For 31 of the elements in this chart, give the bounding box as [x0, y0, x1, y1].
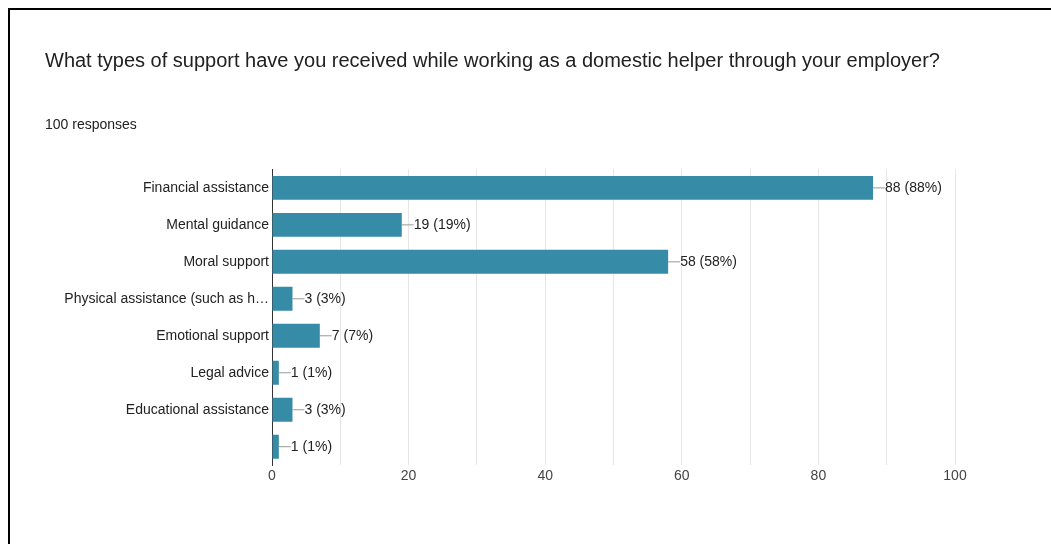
y-tick-label: Mental guidance — [166, 215, 270, 232]
bar — [272, 212, 402, 237]
data-label: 19 (19%) — [413, 215, 471, 232]
data-label: 58 (58%) — [680, 252, 737, 269]
data-label: 88 (88%) — [885, 178, 942, 195]
bar — [272, 323, 320, 348]
x-tick-label: 20 — [400, 467, 417, 484]
x-tick-label: 80 — [810, 467, 827, 484]
y-tick-label: Legal advice — [190, 363, 270, 380]
data-label: 3 (3%) — [304, 289, 346, 306]
data-label: 3 (3%) — [304, 400, 346, 417]
y-tick-label: Emotional support — [156, 326, 270, 343]
data-label: 1 (1%) — [290, 437, 333, 454]
x-tick-label: 100 — [943, 467, 967, 484]
y-tick-label: Physical assistance (such as h… — [64, 289, 269, 306]
bar — [272, 249, 669, 274]
bar — [272, 286, 293, 311]
data-label: 7 (7%) — [331, 326, 374, 343]
bar — [272, 175, 874, 200]
x-tick-label: 40 — [537, 467, 554, 484]
bar — [272, 434, 279, 459]
y-tick-label: Financial assistance — [142, 178, 270, 195]
x-tick-label: 60 — [674, 467, 690, 484]
y-tick-label: Educational assistance — [125, 400, 270, 417]
bar — [272, 360, 279, 385]
text: 100 responses — [45, 116, 137, 132]
y-tick-label: Moral support — [183, 252, 270, 269]
x-tick-label: 0 — [268, 467, 277, 484]
chart-title: What types of support have you received while working as a domestic helper through your employer? — [45, 48, 941, 73]
data-label: 1 (1%) — [290, 363, 333, 380]
bar — [272, 397, 293, 422]
